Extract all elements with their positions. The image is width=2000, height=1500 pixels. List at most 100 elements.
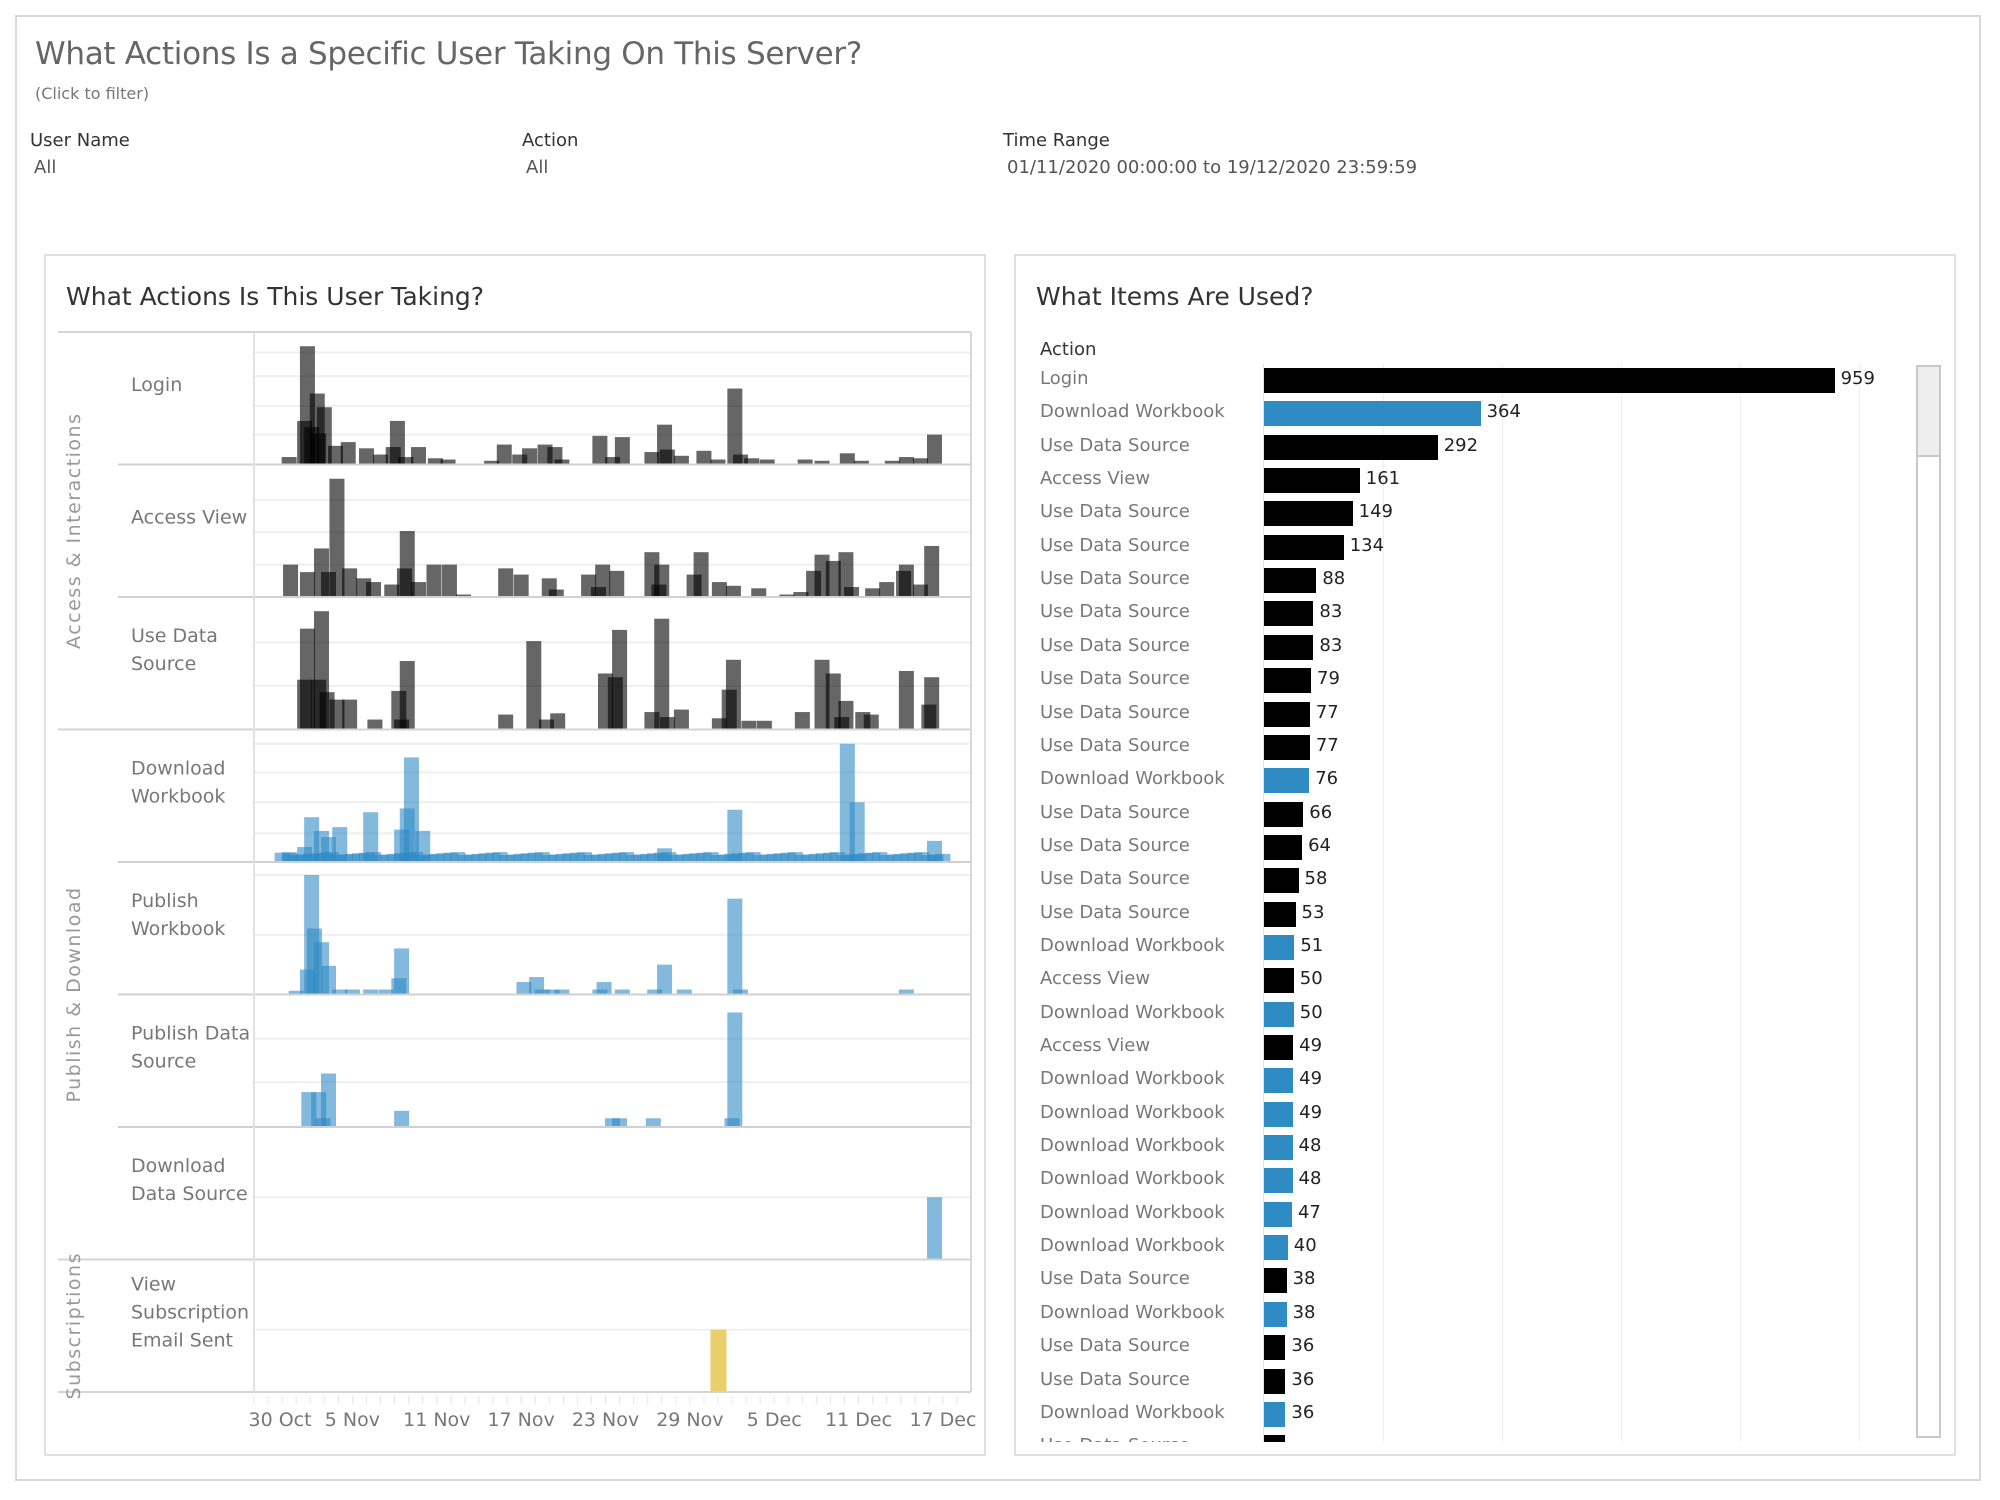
bar[interactable]	[884, 460, 900, 465]
bar[interactable]	[484, 460, 500, 465]
bar[interactable]	[415, 830, 431, 862]
bar-list-row[interactable]: Login 959	[1016, 364, 1896, 397]
bar[interactable]	[1264, 1368, 1286, 1394]
bar[interactable]	[651, 584, 667, 597]
bar[interactable]	[590, 587, 606, 597]
bar[interactable]	[927, 434, 943, 465]
bar[interactable]	[644, 452, 660, 465]
bar-list-row[interactable]: Use Data Source	[1016, 1431, 1896, 1442]
bar[interactable]	[321, 965, 337, 995]
bar[interactable]	[394, 948, 410, 995]
bar-list-row[interactable]: Use Data Source 77	[1016, 731, 1896, 764]
bar[interactable]	[1264, 1401, 1286, 1427]
vertical-scrollbar[interactable]	[1916, 365, 1941, 1438]
bar-list-row[interactable]: Access View 49	[1016, 1031, 1896, 1064]
bar[interactable]	[283, 564, 299, 597]
bar[interactable]	[1264, 1035, 1294, 1060]
scrollbar-thumb[interactable]	[1918, 367, 1939, 457]
bar[interactable]	[1264, 768, 1310, 794]
bar[interactable]	[659, 449, 675, 465]
bar[interactable]	[825, 560, 841, 597]
bar-list-row[interactable]: Use Data Source 83	[1016, 631, 1896, 664]
bar[interactable]	[779, 594, 795, 597]
bar[interactable]	[340, 442, 356, 465]
bar[interactable]	[1264, 468, 1360, 494]
bar[interactable]	[342, 568, 358, 597]
bar[interactable]	[455, 594, 471, 597]
bar[interactable]	[513, 574, 529, 597]
bar[interactable]	[727, 1012, 743, 1127]
bar-list-row[interactable]: Download Workbook 48	[1016, 1164, 1896, 1197]
bar[interactable]	[329, 478, 345, 597]
bar[interactable]	[592, 435, 608, 465]
bar[interactable]	[1264, 1435, 1286, 1442]
bar-list-row[interactable]: Use Data Source 36	[1016, 1365, 1896, 1398]
bar[interactable]	[1264, 1335, 1286, 1361]
bar[interactable]	[614, 989, 630, 995]
filter-time-range[interactable]: Time Range 01/11/2020 00:00:00 to 19/12/…	[1003, 130, 1417, 178]
bar-list-row[interactable]: Download Workbook 38	[1016, 1298, 1896, 1331]
bar[interactable]	[496, 444, 512, 465]
bar[interactable]	[358, 448, 374, 465]
bar[interactable]	[554, 989, 570, 995]
bar[interactable]	[321, 572, 337, 597]
bar-list-row[interactable]: Use Data Source 36	[1016, 1331, 1896, 1364]
bar[interactable]	[727, 898, 743, 995]
bar-list-row[interactable]: Use Data Source 292	[1016, 431, 1896, 464]
bar[interactable]	[657, 848, 673, 862]
items-bar-list[interactable]: Login 959 Download Workbook 364 Use Data Sou…	[1016, 364, 1896, 1442]
filter-value[interactable]: All	[526, 157, 549, 178]
bar[interactable]	[1264, 501, 1353, 527]
bar[interactable]	[696, 450, 712, 465]
bar[interactable]	[554, 459, 570, 465]
bar[interactable]	[673, 709, 689, 730]
bar[interactable]	[522, 448, 538, 465]
bar[interactable]	[363, 812, 379, 862]
bar[interactable]	[1264, 634, 1314, 660]
bar[interactable]	[898, 670, 914, 730]
bar[interactable]	[411, 582, 427, 597]
bar[interactable]	[1264, 1168, 1293, 1194]
bar[interactable]	[427, 458, 443, 465]
bar-list-row[interactable]: Download Workbook 36	[1016, 1398, 1896, 1431]
bar[interactable]	[332, 827, 348, 862]
bar[interactable]	[1264, 968, 1294, 994]
bar-list-row[interactable]: Download Workbook 49	[1016, 1064, 1896, 1097]
bar-list-row[interactable]: Use Data Source 134	[1016, 531, 1896, 564]
bar[interactable]	[912, 458, 928, 465]
bar[interactable]	[849, 802, 865, 862]
bar[interactable]	[898, 564, 914, 597]
bar[interactable]	[647, 989, 663, 995]
filter-value[interactable]: 01/11/2020 00:00:00 to 19/12/2020 23:59:…	[1007, 157, 1418, 178]
bar-list-row[interactable]: Download Workbook 48	[1016, 1131, 1896, 1164]
bar[interactable]	[645, 1118, 661, 1127]
bar[interactable]	[1264, 1235, 1288, 1261]
actions-timeline-chart[interactable]: Login Access View Use Data Source Download Wo…	[46, 256, 986, 1456]
bar[interactable]	[329, 699, 345, 730]
bar[interactable]	[673, 455, 689, 465]
bar[interactable]	[373, 454, 389, 465]
filter-action[interactable]: Action All	[522, 130, 578, 178]
bar-list-row[interactable]: Access View 161	[1016, 464, 1896, 497]
bar[interactable]	[1264, 368, 1835, 393]
bar[interactable]	[612, 1118, 628, 1127]
bar[interactable]	[1264, 901, 1296, 927]
bar-list-row[interactable]: Access View 50	[1016, 964, 1896, 997]
bar[interactable]	[399, 661, 415, 730]
bar[interactable]	[839, 453, 855, 465]
bar[interactable]	[394, 719, 410, 730]
bar[interactable]	[332, 989, 348, 995]
bar[interactable]	[366, 582, 382, 597]
bar-list-row[interactable]: Use Data Source 83	[1016, 597, 1896, 630]
bar[interactable]	[898, 457, 914, 465]
bar[interactable]	[732, 989, 748, 995]
bar[interactable]	[321, 1073, 337, 1127]
bar[interactable]	[727, 809, 743, 862]
filter-user-name[interactable]: User Name All	[30, 130, 130, 178]
bar[interactable]	[1264, 1135, 1293, 1161]
bar[interactable]	[659, 717, 675, 730]
bar-list-row[interactable]: Use Data Source 64	[1016, 831, 1896, 864]
bar[interactable]	[1264, 601, 1314, 627]
bar[interactable]	[1264, 401, 1481, 427]
bar[interactable]	[797, 459, 813, 465]
